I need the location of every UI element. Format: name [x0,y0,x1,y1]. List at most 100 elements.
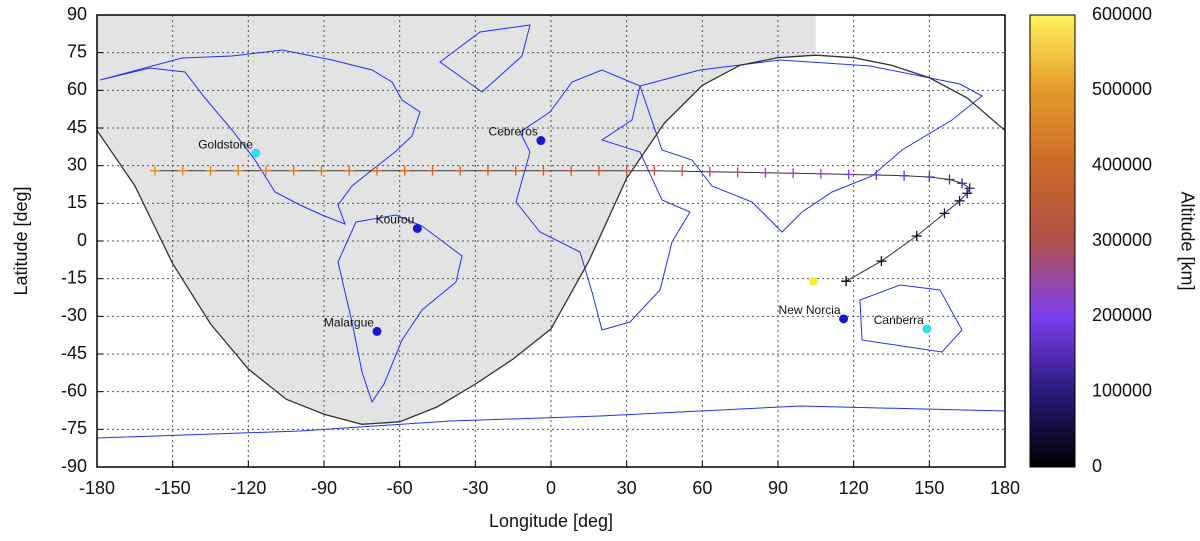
x-tick-label: 180 [990,478,1020,498]
station-label: Canberra [874,313,924,327]
coastline [97,405,1005,439]
x-tick-label: 0 [546,478,556,498]
track-point [344,165,355,176]
colorbar-tick-label: 0 [1092,456,1102,476]
station-marker [372,326,382,336]
track-point [260,165,271,176]
y-tick-label: 45 [67,117,87,137]
coastline [515,69,691,331]
coastline [439,24,531,93]
track-point [760,167,771,178]
track-point [954,195,965,206]
colorbar [1029,14,1076,468]
track-point [566,165,577,176]
track-point [788,168,799,179]
colorbar-tick-label: 500000 [1092,79,1152,99]
track-point [732,167,743,178]
station-marker [922,324,932,334]
x-tick-label: 150 [914,478,944,498]
station-marker [839,314,849,324]
night-region [97,15,816,425]
track-point [288,165,299,176]
y-tick-label: 0 [77,230,87,250]
track-point [944,174,955,185]
subsolar-point [808,276,818,286]
track-point [815,168,826,179]
station-label: New Norcia [779,303,841,317]
labels: -180 -150 -120 -90 -60 -30 0 30 60 90 120 150 180-90… [61,4,1152,498]
track-point [177,165,188,176]
colorbar-label: Altitude [km] [1177,191,1197,290]
y-tick-label: -90 [61,456,87,476]
y-tick-label: 75 [67,41,87,61]
y-tick-label: -15 [61,267,87,287]
station-label: Kourou [376,213,415,227]
x-axis-label: Longitude [deg] [489,511,613,531]
track-point [233,165,244,176]
track-point [964,183,975,194]
y-tick-label: -30 [61,305,87,325]
y-tick-label: 60 [67,79,87,99]
track-point [316,165,327,176]
track-point [455,165,466,176]
data-layer [97,54,1005,425]
track-point [510,165,521,176]
track-point [150,165,161,176]
x-tick-label: -180 [79,478,115,498]
coastline [859,284,963,353]
y-axis-label: Latitude [deg] [11,186,31,295]
colorbar-tick-label: 100000 [1092,380,1152,400]
x-tick-label: -90 [311,478,337,498]
track-point [205,165,216,176]
track-point [957,178,968,189]
colorbar-tick-label: 600000 [1092,4,1152,24]
station-label: Cebreros [489,125,538,139]
x-tick-label: -60 [387,478,413,498]
terminator-line [97,54,1005,425]
station-marker [251,148,261,158]
station-label: Malargue [324,316,374,330]
colorbar-tick-label: 300000 [1092,230,1152,250]
track-point [843,169,854,180]
station-label: Goldstone [198,137,253,151]
x-tick-label: -150 [155,478,191,498]
track-point [899,170,910,181]
night-shade [97,15,816,425]
y-tick-label: -60 [61,380,87,400]
track-point [538,165,549,176]
track-point [482,165,493,176]
track-point [621,165,632,176]
plot-frame [96,14,1006,468]
y-tick-label: 90 [67,4,87,24]
station-marker [536,136,546,146]
x-tick-label: 60 [692,478,712,498]
x-tick-label: 30 [617,478,637,498]
track-point [939,208,950,219]
track-point [924,171,935,182]
station-marker [412,223,422,233]
track-point [841,276,852,287]
track-point [371,165,382,176]
track-point [593,165,604,176]
track-point [677,166,688,177]
track-point [871,169,882,180]
coastline [99,49,421,225]
y-tick-label: 15 [67,192,87,212]
track-point [962,188,973,199]
track-point [911,230,922,241]
coastlines [97,24,1005,439]
y-tick-label: 30 [67,154,87,174]
coastline [337,214,463,404]
y-tick-label: -45 [61,343,87,363]
x-tick-label: 120 [839,478,869,498]
track-point [399,165,410,176]
colorbar-tick-label: 400000 [1092,154,1152,174]
x-tick-label: 90 [768,478,788,498]
colorbar-tick-label: 200000 [1092,305,1152,325]
track-point [649,165,660,176]
coastline [639,59,983,233]
x-tick-label: -120 [230,478,266,498]
track-point [427,165,438,176]
